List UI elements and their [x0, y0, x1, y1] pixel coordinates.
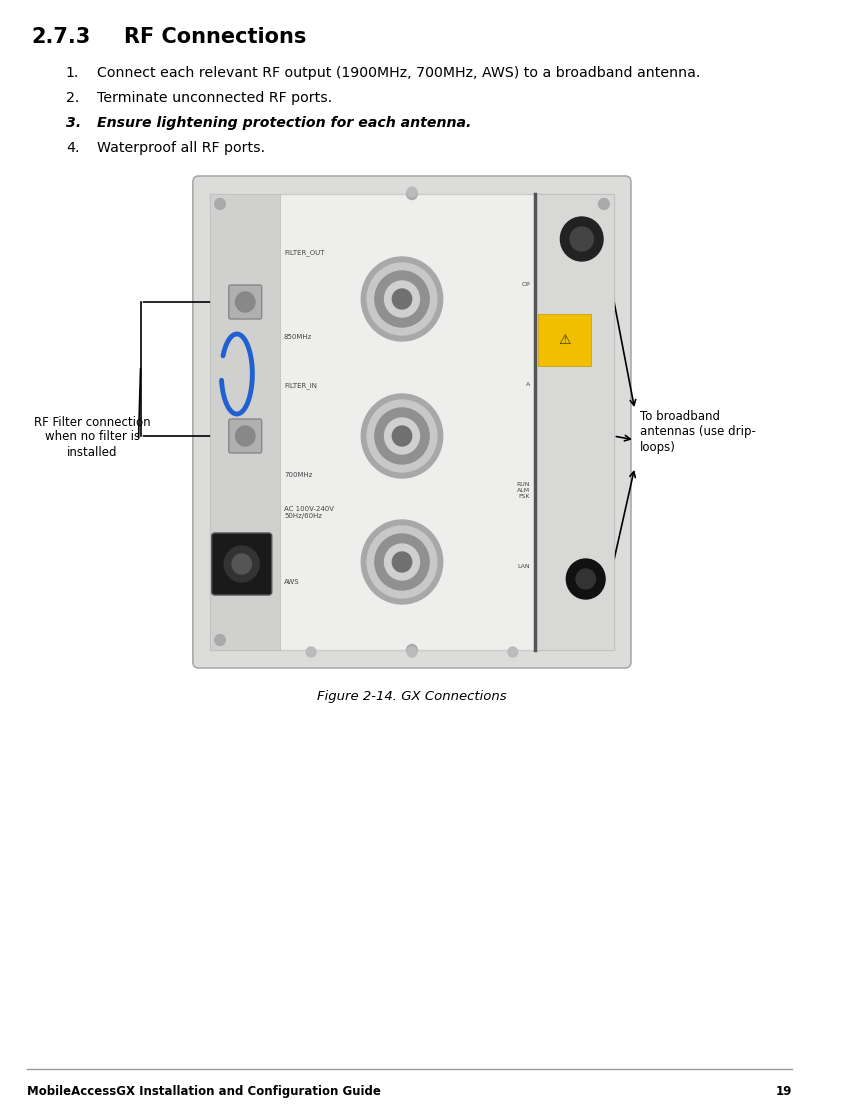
- Text: FILTER_IN: FILTER_IN: [284, 382, 316, 389]
- Circle shape: [560, 217, 603, 261]
- Text: 2.: 2.: [66, 90, 79, 105]
- Circle shape: [565, 558, 604, 599]
- Text: 700MHz: 700MHz: [284, 472, 312, 478]
- Circle shape: [214, 199, 225, 210]
- Text: FILTER_OUT: FILTER_OUT: [284, 249, 324, 256]
- Text: LAN: LAN: [517, 563, 529, 569]
- FancyBboxPatch shape: [229, 419, 262, 454]
- Circle shape: [306, 647, 316, 657]
- Circle shape: [507, 647, 517, 657]
- Circle shape: [384, 418, 419, 454]
- Text: Figure 2-14. GX Connections: Figure 2-14. GX Connections: [316, 690, 506, 703]
- Text: 850MHz: 850MHz: [284, 334, 312, 340]
- Circle shape: [407, 187, 416, 197]
- FancyBboxPatch shape: [229, 285, 262, 319]
- Circle shape: [375, 534, 429, 590]
- Text: Ensure lightening protection for each antenna.: Ensure lightening protection for each an…: [97, 116, 471, 130]
- Bar: [538, 314, 591, 366]
- Circle shape: [235, 292, 255, 312]
- Circle shape: [361, 394, 442, 478]
- Circle shape: [406, 645, 417, 656]
- Circle shape: [361, 521, 442, 604]
- Text: Terminate unconnected RF ports.: Terminate unconnected RF ports.: [97, 90, 332, 105]
- Text: 3.: 3.: [66, 116, 81, 130]
- Circle shape: [361, 257, 442, 341]
- Circle shape: [235, 426, 255, 446]
- Circle shape: [406, 189, 417, 200]
- Text: ⚠: ⚠: [558, 333, 571, 347]
- Circle shape: [392, 552, 411, 572]
- Text: Connect each relevant RF output (1900MHz, 700MHz, AWS) to a broadband antenna.: Connect each relevant RF output (1900MHz…: [97, 66, 700, 80]
- Text: 1.: 1.: [66, 66, 79, 80]
- Text: RF Filter connection
when no filter is
installed: RF Filter connection when no filter is i…: [34, 416, 150, 458]
- FancyBboxPatch shape: [192, 176, 630, 668]
- Circle shape: [224, 546, 259, 582]
- Text: To broadband
antennas (use drip-
loops): To broadband antennas (use drip- loops): [639, 411, 755, 454]
- Bar: [533, 194, 613, 650]
- Text: MobileAccessGX Installation and Configuration Guide: MobileAccessGX Installation and Configur…: [27, 1085, 381, 1098]
- Text: 19: 19: [775, 1085, 791, 1098]
- Circle shape: [366, 262, 436, 335]
- Circle shape: [375, 271, 429, 327]
- Circle shape: [576, 569, 595, 589]
- Bar: [203, 187, 628, 666]
- FancyBboxPatch shape: [212, 533, 272, 595]
- Text: RUN
ALM
FSK: RUN ALM FSK: [516, 483, 529, 498]
- Circle shape: [214, 634, 225, 646]
- Circle shape: [570, 227, 592, 251]
- Text: OP: OP: [521, 281, 529, 286]
- Text: AC 100V-240V
50Hz/60Hz: AC 100V-240V 50Hz/60Hz: [284, 506, 333, 519]
- Circle shape: [366, 526, 436, 598]
- Circle shape: [384, 281, 419, 317]
- Text: 2.7.3: 2.7.3: [31, 27, 90, 47]
- Circle shape: [598, 199, 609, 210]
- Circle shape: [375, 408, 429, 464]
- Text: AWS: AWS: [284, 579, 300, 585]
- Text: A: A: [525, 382, 529, 386]
- Circle shape: [366, 400, 436, 472]
- Circle shape: [232, 554, 252, 574]
- Circle shape: [407, 647, 416, 657]
- Text: Waterproof all RF ports.: Waterproof all RF ports.: [97, 141, 265, 155]
- Circle shape: [384, 544, 419, 580]
- Text: 4.: 4.: [66, 141, 79, 155]
- Circle shape: [392, 289, 411, 309]
- Bar: [210, 194, 613, 650]
- Text: RF Connections: RF Connections: [124, 27, 306, 47]
- Bar: [210, 194, 279, 650]
- Circle shape: [392, 426, 411, 446]
